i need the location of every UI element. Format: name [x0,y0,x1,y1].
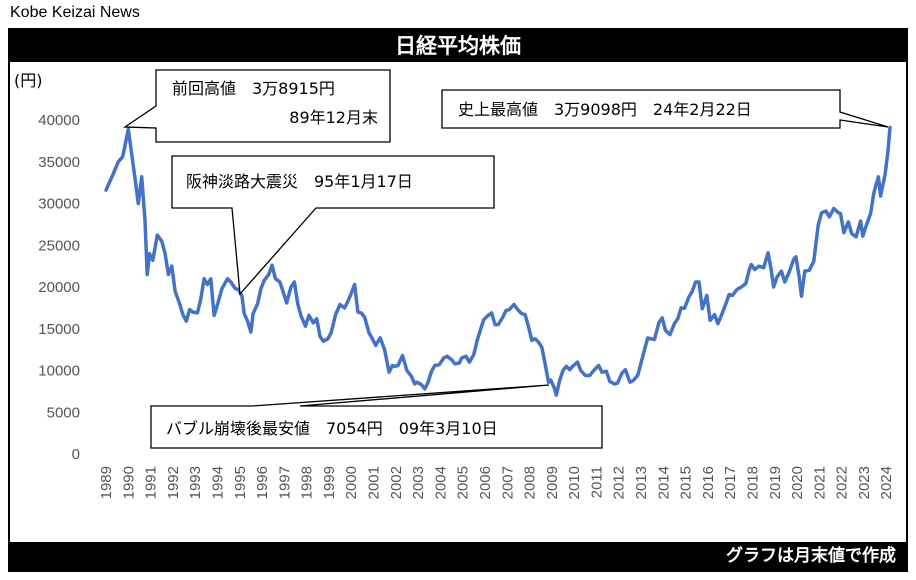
x-tick-label: 2019 [767,466,784,499]
x-tick-label: 2005 [455,466,472,499]
y-axis-ticks: 40000 35000 30000 25000 20000 15000 10000 5000 0 [38,112,80,463]
x-tick-label: 1989 [98,466,115,499]
chart-title: 日経平均株価 [10,30,906,62]
x-tick-label: 1991 [143,466,160,499]
x-tick-label: 2010 [566,466,583,499]
x-tick-label: 1996 [254,466,271,499]
x-tick-label: 2001 [366,466,383,499]
y-tick-label: 5000 [47,404,80,421]
x-tick-label: 2008 [522,466,539,499]
annotation-peak-line2: 89年12月末 [289,108,378,127]
x-tick-label: 1995 [232,466,249,499]
annotation-hanshin-quake: 阪神淡路大震災 95年1月17日 [171,155,495,296]
x-tick-label: 2016 [700,466,717,499]
x-tick-label: 2007 [499,466,516,499]
y-tick-label: 25000 [38,237,80,254]
x-tick-label: 1998 [299,466,316,499]
x-tick-label: 2012 [611,466,628,499]
x-tick-label: 1992 [165,466,182,499]
annotation-record-text: 史上最高値 3万9098円 24年2月22日 [458,100,752,119]
x-tick-label: 2018 [744,466,761,499]
x-tick-label: 2004 [432,466,449,499]
x-tick-label: 1993 [187,466,204,499]
y-tick-label: 40000 [38,112,80,129]
y-tick-label: 35000 [38,154,80,171]
y-tick-label: 20000 [38,279,80,296]
x-tick-label: 2013 [633,466,650,499]
x-axis-ticks: 1989 1990 1991 1992 1993 1994 1995 1996 1997 1998… [98,466,895,499]
x-tick-label: 1997 [276,466,293,499]
annotation-peak-1989: 前回高値 3万8915円 89年12月末 [122,69,391,143]
y-tick-label: 10000 [38,363,80,380]
x-tick-label: 2002 [388,466,405,499]
x-tick-label: 2015 [678,466,695,499]
x-tick-label: 2009 [544,466,561,499]
y-tick-label: 15000 [38,321,80,338]
x-tick-label: 1990 [120,466,137,499]
x-tick-label: 2000 [343,466,360,499]
x-tick-label: 1994 [209,466,226,499]
annotation-record-high: 史上最高値 3万9098円 24年2月22日 [441,89,889,129]
x-tick-label: 2023 [856,466,873,499]
x-tick-label: 2014 [655,466,672,499]
x-tick-label: 2022 [834,466,851,499]
x-tick-label: 2011 [588,466,605,498]
y-axis-unit: (円) [14,71,43,90]
x-tick-label: 2020 [789,466,806,499]
y-tick-label: 0 [72,446,80,463]
x-tick-label: 2006 [477,466,494,499]
x-tick-label: 2021 [811,466,828,499]
annotation-post-bubble-low: バブル崩壊後最安値 7054円 09年3月10日 [150,384,603,449]
publisher-label: Kobe Keizai News [10,4,140,21]
line-chart: (円) 400003500030000250002000015000100005… [14,69,895,499]
chart-frame: 日経平均株価 (円) 40000 35000 30000 25000 20000 1500… [8,28,908,572]
annotation-quake-text: 阪神淡路大震災 95年1月17日 [186,172,413,191]
x-tick-label: 2024 [878,466,895,499]
footer-note: グラフは月末値で作成 [10,542,906,570]
annotation-low-text: バブル崩壊後最安値 7054円 09年3月10日 [166,419,498,438]
x-tick-label: 2003 [410,466,427,499]
y-tick-label: 30000 [38,196,80,213]
x-tick-label: 1999 [321,466,338,499]
annotation-peak-line1: 前回高値 3万8915円 [172,79,335,98]
x-tick-label: 2017 [722,466,739,499]
